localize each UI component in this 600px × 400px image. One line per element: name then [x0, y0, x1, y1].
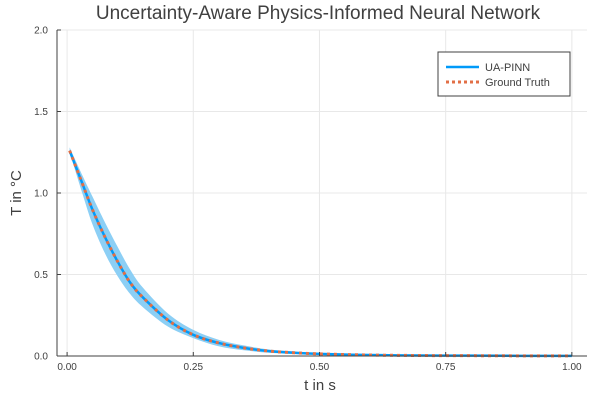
x-axis-label: t in s	[304, 377, 336, 394]
series-layer	[68, 150, 572, 358]
legend-label-ua-pinn: UA-PINN	[485, 62, 530, 74]
y-tick-label: 0.0	[34, 352, 48, 363]
y-axis-label: T in °C	[8, 170, 25, 216]
y-tick-label: 1.0	[34, 189, 48, 200]
legend: UA-PINN Ground Truth	[437, 51, 571, 97]
uncertainty-band	[69, 147, 572, 357]
axes: 0.00 0.25 0.50 0.75 1.00 0.0 0.5 1.0 1.5 2.0	[34, 26, 587, 373]
x-tick-label: 1.00	[562, 362, 582, 373]
x-tick-label: 0.00	[57, 362, 77, 373]
uncertainty-band-layer	[69, 147, 572, 357]
series-line-ua-pinn	[68, 150, 572, 358]
legend-label-ground-truth: Ground Truth	[485, 77, 550, 89]
legend-box	[437, 51, 571, 97]
x-tick-label: 0.50	[310, 362, 330, 373]
y-tick-label: 0.5	[34, 270, 48, 281]
series-line-ground-truth	[68, 150, 572, 358]
y-tick-label: 2.0	[34, 26, 48, 37]
x-tick-label: 0.75	[436, 362, 456, 373]
x-tick-label: 0.25	[184, 362, 204, 373]
y-tick-label: 1.5	[34, 107, 48, 118]
chart-title: Uncertainty-Aware Physics-Informed Neura…	[96, 3, 541, 24]
